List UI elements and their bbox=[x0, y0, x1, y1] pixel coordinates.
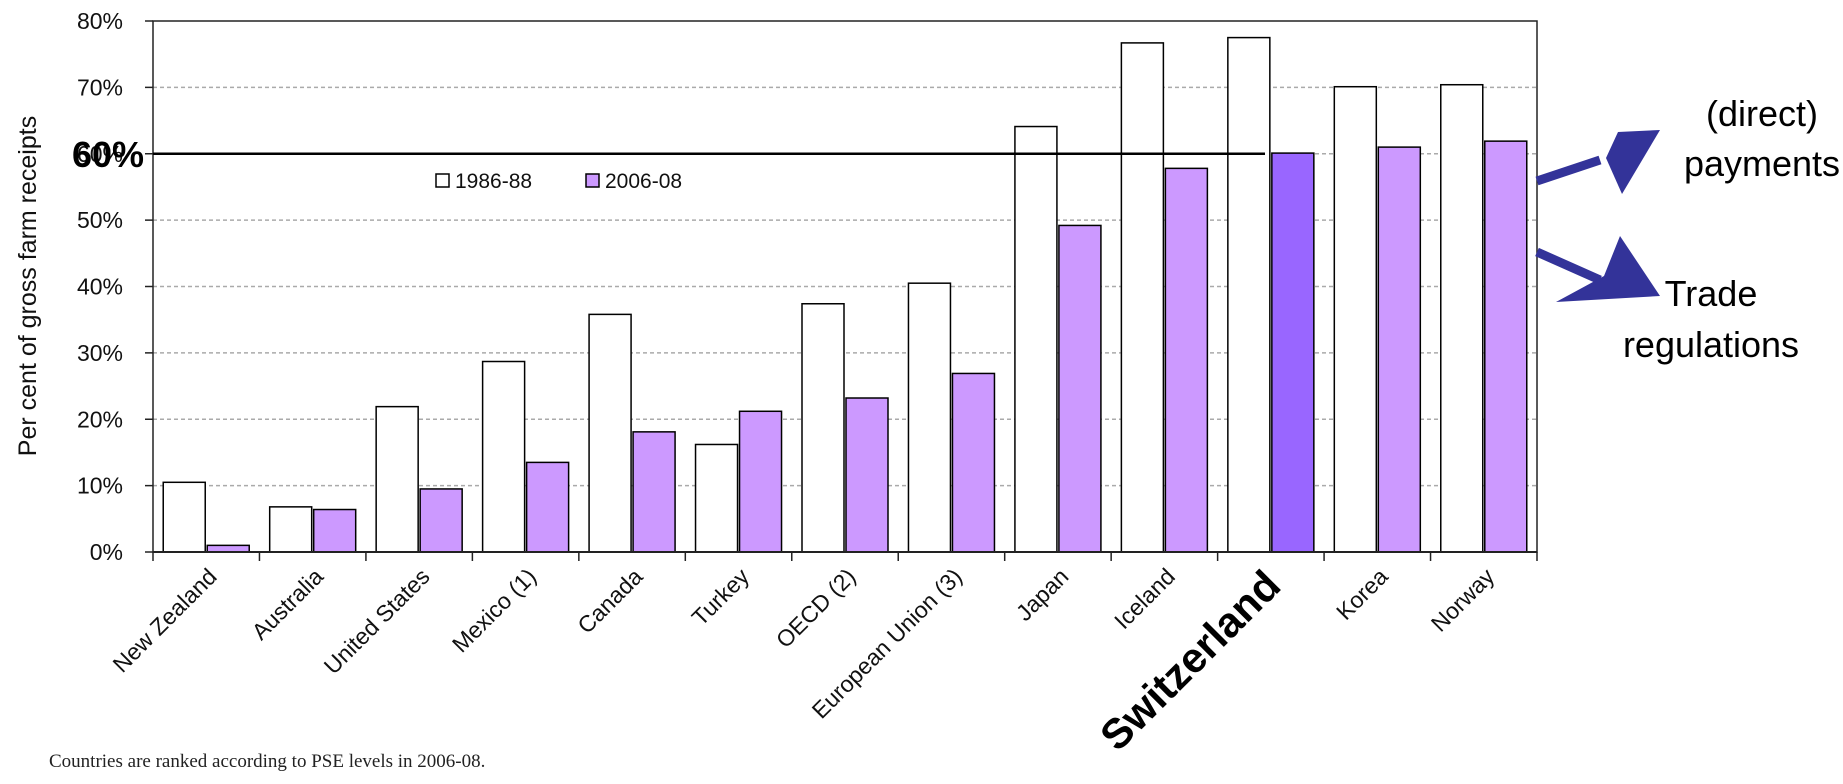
footnote: Countries are ranked according to PSE le… bbox=[49, 751, 485, 772]
x-tick-label-turkey: Turkey bbox=[687, 563, 755, 631]
bar-switzerland-2006-08 bbox=[1271, 152, 1315, 553]
y-axis-label: Per cent of gross farm receipts bbox=[14, 116, 42, 456]
bar-iceland-2006-08 bbox=[1164, 167, 1209, 553]
y-tick-label: 30% bbox=[77, 340, 123, 366]
x-tick-label-new-zealand: New Zealand bbox=[108, 563, 222, 677]
x-tick-label-canada: Canada bbox=[572, 563, 648, 639]
x-tick-label-japan: Japan bbox=[1011, 563, 1074, 626]
legend-swatch-1986-88 bbox=[435, 173, 450, 188]
x-tick-label-mexico-1: Mexico (1) bbox=[447, 563, 541, 657]
annotation-regulations: regulations bbox=[1623, 324, 1799, 365]
y-tick-label: 0% bbox=[90, 539, 123, 565]
arrow-icon-trade bbox=[1535, 236, 1660, 302]
bar-united-states-1986-88 bbox=[375, 405, 419, 553]
arrow-icon-payments bbox=[1535, 130, 1660, 194]
bar-korea-1986-88 bbox=[1333, 85, 1378, 553]
annotation-payments: payments bbox=[1684, 143, 1840, 184]
bar-european-union-3-1986-88 bbox=[907, 282, 952, 553]
bar-australia-1986-88 bbox=[268, 506, 313, 553]
bar-japan-2006-08 bbox=[1058, 224, 1102, 553]
grid-lines bbox=[153, 86, 1537, 487]
x-tick-label-korea: Korea bbox=[1331, 563, 1393, 625]
bar-canada-1986-88 bbox=[588, 313, 632, 553]
x-tick-label-oecd-2: OECD (2) bbox=[771, 563, 861, 653]
bar-australia-2006-08 bbox=[312, 508, 357, 553]
bar-european-union-3-2006-08 bbox=[951, 372, 996, 553]
annotation-direct: (direct) bbox=[1706, 93, 1818, 134]
bar-mexico-1-1986-88 bbox=[481, 360, 526, 553]
y-tick-label: 70% bbox=[77, 74, 123, 100]
bar-canada-2006-08 bbox=[632, 431, 676, 553]
annotation-trade: Trade bbox=[1665, 273, 1758, 314]
bar-iceland-1986-88 bbox=[1120, 42, 1165, 553]
bar-oecd-2-2006-08 bbox=[845, 397, 889, 553]
x-tick-label-switzerland: Switzerland bbox=[1091, 561, 1289, 759]
legend-label-1986-88: 1986-88 bbox=[455, 170, 532, 193]
reference-line-group: 60% bbox=[72, 134, 1265, 175]
legend-label-2006-08: 2006-08 bbox=[605, 170, 682, 193]
bar-norway-2006-08 bbox=[1484, 140, 1528, 553]
bar-oecd-2-1986-88 bbox=[801, 303, 845, 553]
y-tick-label: 20% bbox=[77, 406, 123, 432]
y-tick-label: 10% bbox=[77, 473, 123, 499]
x-tick-label-norway: Norway bbox=[1426, 563, 1500, 637]
y-tick-label: 60% bbox=[77, 141, 123, 167]
bar-new-zealand-1986-88 bbox=[162, 481, 206, 553]
bar-norway-1986-88 bbox=[1440, 83, 1484, 553]
legend: 1986-88 2006-08 bbox=[435, 170, 682, 193]
x-tick-label-united-states: United States bbox=[319, 563, 435, 679]
bar-mexico-1-2006-08 bbox=[525, 461, 570, 553]
bar-switzerland-1986-88 bbox=[1227, 36, 1271, 553]
legend-swatch-2006-08 bbox=[585, 173, 600, 188]
y-tick-label: 80% bbox=[77, 8, 123, 34]
bar-japan-1986-88 bbox=[1014, 125, 1058, 553]
bar-turkey-2006-08 bbox=[738, 410, 783, 553]
x-tick-label-australia: Australia bbox=[247, 563, 329, 645]
y-tick-labels: 0% 10% 20% 30% 40% 50% 60% 70% 80% bbox=[77, 8, 153, 565]
x-tick-label-iceland: Iceland bbox=[1109, 563, 1180, 634]
bars bbox=[162, 36, 1528, 553]
bar-turkey-1986-88 bbox=[694, 443, 739, 553]
annotation-arrows bbox=[1535, 130, 1660, 302]
y-tick-label: 40% bbox=[77, 274, 123, 300]
bar-korea-2006-08 bbox=[1377, 146, 1422, 553]
bar-united-states-2006-08 bbox=[419, 488, 463, 553]
reference-line-label: 60% bbox=[72, 134, 144, 175]
y-tick-label: 50% bbox=[77, 207, 123, 233]
